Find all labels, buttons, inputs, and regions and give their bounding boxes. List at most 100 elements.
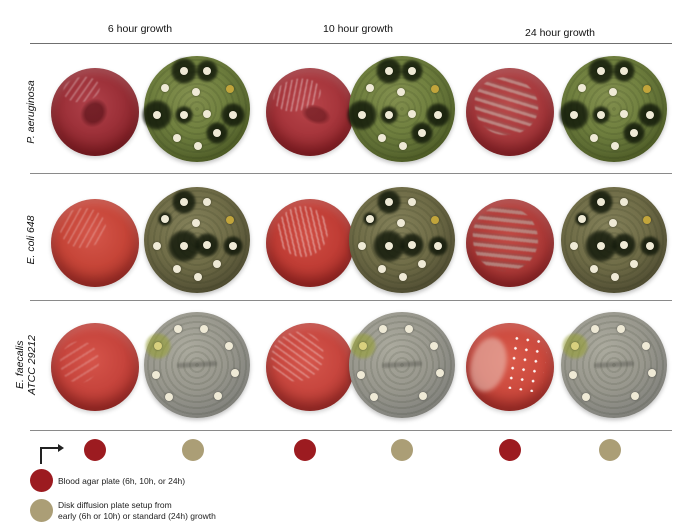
antibiotic-disk bbox=[379, 325, 388, 334]
legend-label-blood-agar: Blood agar plate (6h, 10h, or 24h) bbox=[58, 476, 186, 486]
marker-writing bbox=[381, 360, 423, 368]
legend-swatch-blood-agar bbox=[30, 469, 53, 492]
antibiotic-disk bbox=[643, 216, 652, 225]
antibiotic-disk bbox=[431, 85, 440, 94]
antibiotic-disk bbox=[570, 110, 579, 119]
antibiotic-disk bbox=[165, 393, 174, 402]
antibiotic-disk bbox=[358, 241, 367, 250]
legend-arrow-head-icon bbox=[58, 444, 64, 452]
antibiotic-disk bbox=[356, 371, 365, 380]
antibiotic-disk bbox=[596, 67, 605, 76]
antibiotic-disk bbox=[643, 85, 652, 94]
antibiotic-disk bbox=[358, 110, 367, 119]
antibiotic-disk bbox=[591, 325, 600, 334]
antibiotic-disk bbox=[179, 198, 188, 207]
antibiotic-disk bbox=[608, 87, 617, 96]
antibiotic-disk bbox=[589, 264, 598, 273]
marker-writing bbox=[593, 360, 635, 368]
column-header-10h: 10 hour growth bbox=[322, 23, 394, 35]
disk-diffusion-plate bbox=[559, 56, 667, 162]
antibiotic-disk bbox=[571, 342, 580, 351]
antibiotic-disk bbox=[153, 241, 162, 250]
row-divider-line-1 bbox=[30, 173, 672, 174]
antibiotic-disk bbox=[408, 241, 417, 250]
antibiotic-disk bbox=[611, 141, 620, 150]
antibiotic-disk bbox=[408, 110, 417, 119]
antibiotic-disk bbox=[228, 110, 237, 119]
antibiotic-disk bbox=[620, 198, 629, 207]
disk-diffusion-dot bbox=[599, 439, 621, 461]
antibiotic-disk bbox=[172, 133, 181, 142]
antibiotic-disk bbox=[631, 392, 640, 401]
antibiotic-disk bbox=[160, 214, 169, 223]
disk-diffusion-plate bbox=[349, 312, 455, 418]
antibiotic-disk bbox=[645, 241, 654, 250]
antibiotic-disk bbox=[616, 325, 625, 334]
disk-diffusion-plate bbox=[347, 56, 455, 162]
antibiotic-disk bbox=[408, 67, 417, 76]
antibiotic-disk bbox=[596, 198, 605, 207]
antibiotic-disk bbox=[577, 83, 586, 92]
antibiotic-disk bbox=[399, 141, 408, 150]
blood-agar-plate bbox=[266, 323, 354, 411]
antibiotic-disk bbox=[433, 110, 442, 119]
disk-diffusion-plate bbox=[144, 312, 250, 418]
antibiotic-disk bbox=[429, 342, 438, 351]
antibiotic-disk bbox=[214, 392, 223, 401]
blood-agar-dot bbox=[499, 439, 521, 461]
antibiotic-disk bbox=[611, 272, 620, 281]
blood-agar-plate bbox=[51, 199, 139, 287]
antibiotic-disk bbox=[377, 264, 386, 273]
antibiotic-disk bbox=[384, 67, 393, 76]
antibiotic-disk bbox=[620, 110, 629, 119]
antibiotic-disk bbox=[213, 129, 222, 138]
antibiotic-disk bbox=[435, 368, 444, 377]
disk-diffusion-plate bbox=[561, 312, 667, 418]
header-divider-line bbox=[30, 43, 672, 44]
marker-writing bbox=[176, 360, 218, 368]
antibiotic-disk bbox=[620, 67, 629, 76]
antibiotic-disk bbox=[365, 83, 374, 92]
column-header-6h: 6 hour growth bbox=[107, 23, 173, 35]
antibiotic-disk bbox=[151, 371, 160, 380]
antibiotic-disk bbox=[203, 110, 212, 119]
blood-agar-plate bbox=[466, 68, 554, 156]
column-header-24h: 24 hour growth bbox=[524, 27, 596, 39]
antibiotic-disk bbox=[179, 110, 188, 119]
blood-agar-plate bbox=[466, 199, 554, 287]
antibiotic-disk bbox=[226, 216, 235, 225]
antibiotic-disk bbox=[203, 67, 212, 76]
antibiotic-disk bbox=[418, 129, 427, 138]
antibiotic-disk bbox=[645, 110, 654, 119]
antibiotic-disk bbox=[226, 85, 235, 94]
antibiotic-disk bbox=[620, 241, 629, 250]
legend-label-disk-diffusion-line2: early (6h or 10h) or standard (24h) grow… bbox=[58, 511, 216, 521]
antibiotic-disk bbox=[647, 368, 656, 377]
antibiotic-disk bbox=[384, 198, 393, 207]
row-label-p-aeruginosa: P. aeruginosa bbox=[25, 80, 37, 144]
legend-swatch-disk-diffusion bbox=[30, 499, 53, 522]
legend-arrow-line bbox=[40, 447, 59, 449]
antibiotic-disk bbox=[596, 110, 605, 119]
antibiotic-disk bbox=[230, 368, 239, 377]
antibiotic-disk bbox=[396, 87, 405, 96]
antibiotic-disk bbox=[370, 393, 379, 402]
antibiotic-disk bbox=[179, 241, 188, 250]
antibiotic-disk bbox=[213, 260, 222, 269]
antibiotic-disk bbox=[203, 241, 212, 250]
antibiotic-disk bbox=[191, 87, 200, 96]
antibiotic-disk bbox=[365, 214, 374, 223]
disk-diffusion-plate bbox=[349, 187, 455, 293]
blood-agar-plate bbox=[266, 68, 354, 156]
antibiotic-disk bbox=[568, 371, 577, 380]
antibiotic-disk bbox=[589, 133, 598, 142]
row-label-e-coli-648: E. coli 648 bbox=[25, 215, 37, 265]
antibiotic-disk bbox=[419, 392, 428, 401]
antibiotic-disk bbox=[577, 214, 586, 223]
blood-agar-dot bbox=[294, 439, 316, 461]
row-divider-line-2 bbox=[30, 300, 672, 301]
antibiotic-disk bbox=[224, 342, 233, 351]
antibiotic-disk bbox=[431, 216, 440, 225]
bottom-divider-line bbox=[30, 430, 672, 431]
